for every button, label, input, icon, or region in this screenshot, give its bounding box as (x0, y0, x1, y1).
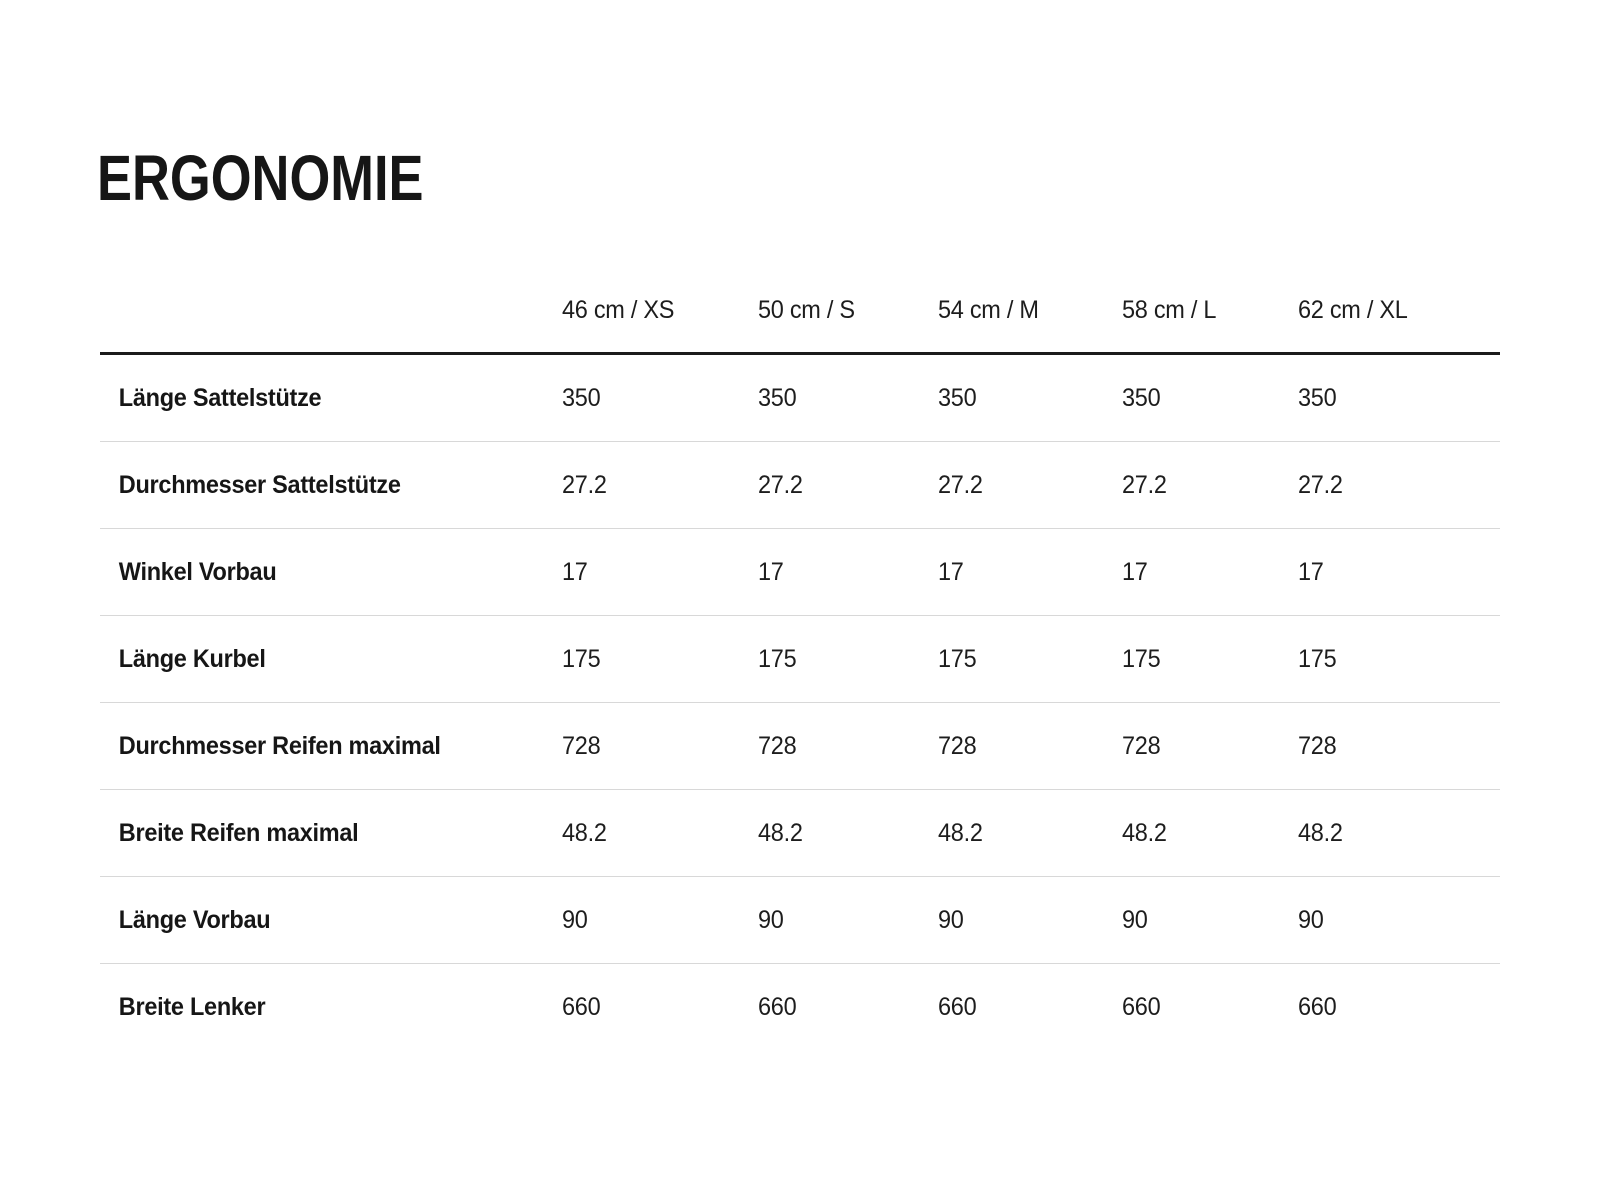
row-value: 90 (938, 905, 964, 934)
row-label: Länge Sattelstütze (118, 383, 322, 412)
row-value: 90 (758, 905, 784, 934)
row-value: 48.2 (1298, 818, 1343, 847)
table-header-row: 46 cm / XS 50 cm / S 54 cm / M 58 cm / L 62 … (100, 268, 1500, 355)
row-value: 660 (1298, 993, 1337, 1021)
column-header-size: 46 cm / XS (562, 295, 675, 324)
row-value: 175 (938, 644, 977, 673)
page-title: ERGONOMIE (97, 142, 424, 214)
row-value: 90 (1122, 905, 1148, 934)
row-value: 350 (1122, 383, 1161, 412)
table-row: Länge Kurbel 175 175 175 175 175 (100, 616, 1500, 703)
table-row: Länge Sattelstütze 350 350 350 350 350 (100, 355, 1500, 442)
row-value: 660 (562, 993, 601, 1021)
row-value: 48.2 (1122, 818, 1167, 847)
row-value: 90 (562, 905, 588, 934)
table-row: Durchmesser Reifen maximal 728 728 728 7… (100, 703, 1500, 790)
column-header-size: 54 cm / M (938, 295, 1039, 324)
column-header-size: 50 cm / S (758, 295, 855, 324)
table-row: Winkel Vorbau 17 17 17 17 17 (100, 529, 1500, 616)
row-label: Durchmesser Sattelstütze (118, 470, 401, 499)
row-value: 175 (1122, 644, 1161, 673)
row-value: 17 (1298, 557, 1324, 586)
row-value: 350 (938, 383, 977, 412)
row-value: 175 (562, 644, 601, 673)
row-value: 175 (758, 644, 797, 673)
table-row: Durchmesser Sattelstütze 27.2 27.2 27.2 … (100, 442, 1500, 529)
row-value: 17 (758, 557, 784, 586)
row-value: 17 (938, 557, 964, 586)
table-row: Breite Lenker 660 660 660 660 660 (100, 964, 1500, 1051)
row-value: 17 (1122, 557, 1148, 586)
row-label: Länge Kurbel (118, 644, 266, 673)
ergonomics-spec-table: 46 cm / XS 50 cm / S 54 cm / M 58 cm / L 62 … (100, 268, 1500, 1051)
row-value: 660 (938, 993, 977, 1021)
row-label: Durchmesser Reifen maximal (118, 731, 441, 760)
row-value: 728 (1122, 731, 1161, 760)
row-value: 728 (938, 731, 977, 760)
column-header-size: 62 cm / XL (1298, 295, 1408, 324)
row-value: 48.2 (938, 818, 983, 847)
row-label: Breite Reifen maximal (118, 818, 359, 847)
row-value: 350 (562, 383, 601, 412)
row-value: 175 (1298, 644, 1337, 673)
row-value: 660 (1122, 993, 1161, 1021)
row-value: 17 (562, 557, 588, 586)
row-value: 728 (758, 731, 797, 760)
table-row: Breite Reifen maximal 48.2 48.2 48.2 48.… (100, 790, 1500, 877)
row-value: 27.2 (758, 470, 803, 499)
column-header-size: 58 cm / L (1122, 295, 1217, 324)
row-value: 660 (758, 993, 797, 1021)
row-label: Winkel Vorbau (118, 557, 277, 586)
row-value: 728 (562, 731, 601, 760)
row-value: 90 (1298, 905, 1324, 934)
row-value: 27.2 (1122, 470, 1167, 499)
table-row: Länge Vorbau 90 90 90 90 90 (100, 877, 1500, 964)
row-value: 728 (1298, 731, 1337, 760)
row-label: Länge Vorbau (118, 905, 271, 934)
row-value: 48.2 (758, 818, 803, 847)
row-value: 27.2 (938, 470, 983, 499)
row-value: 27.2 (562, 470, 607, 499)
row-value: 350 (758, 383, 797, 412)
row-value: 48.2 (562, 818, 607, 847)
row-value: 350 (1298, 383, 1337, 412)
row-value: 27.2 (1298, 470, 1343, 499)
row-label: Breite Lenker (118, 993, 266, 1021)
